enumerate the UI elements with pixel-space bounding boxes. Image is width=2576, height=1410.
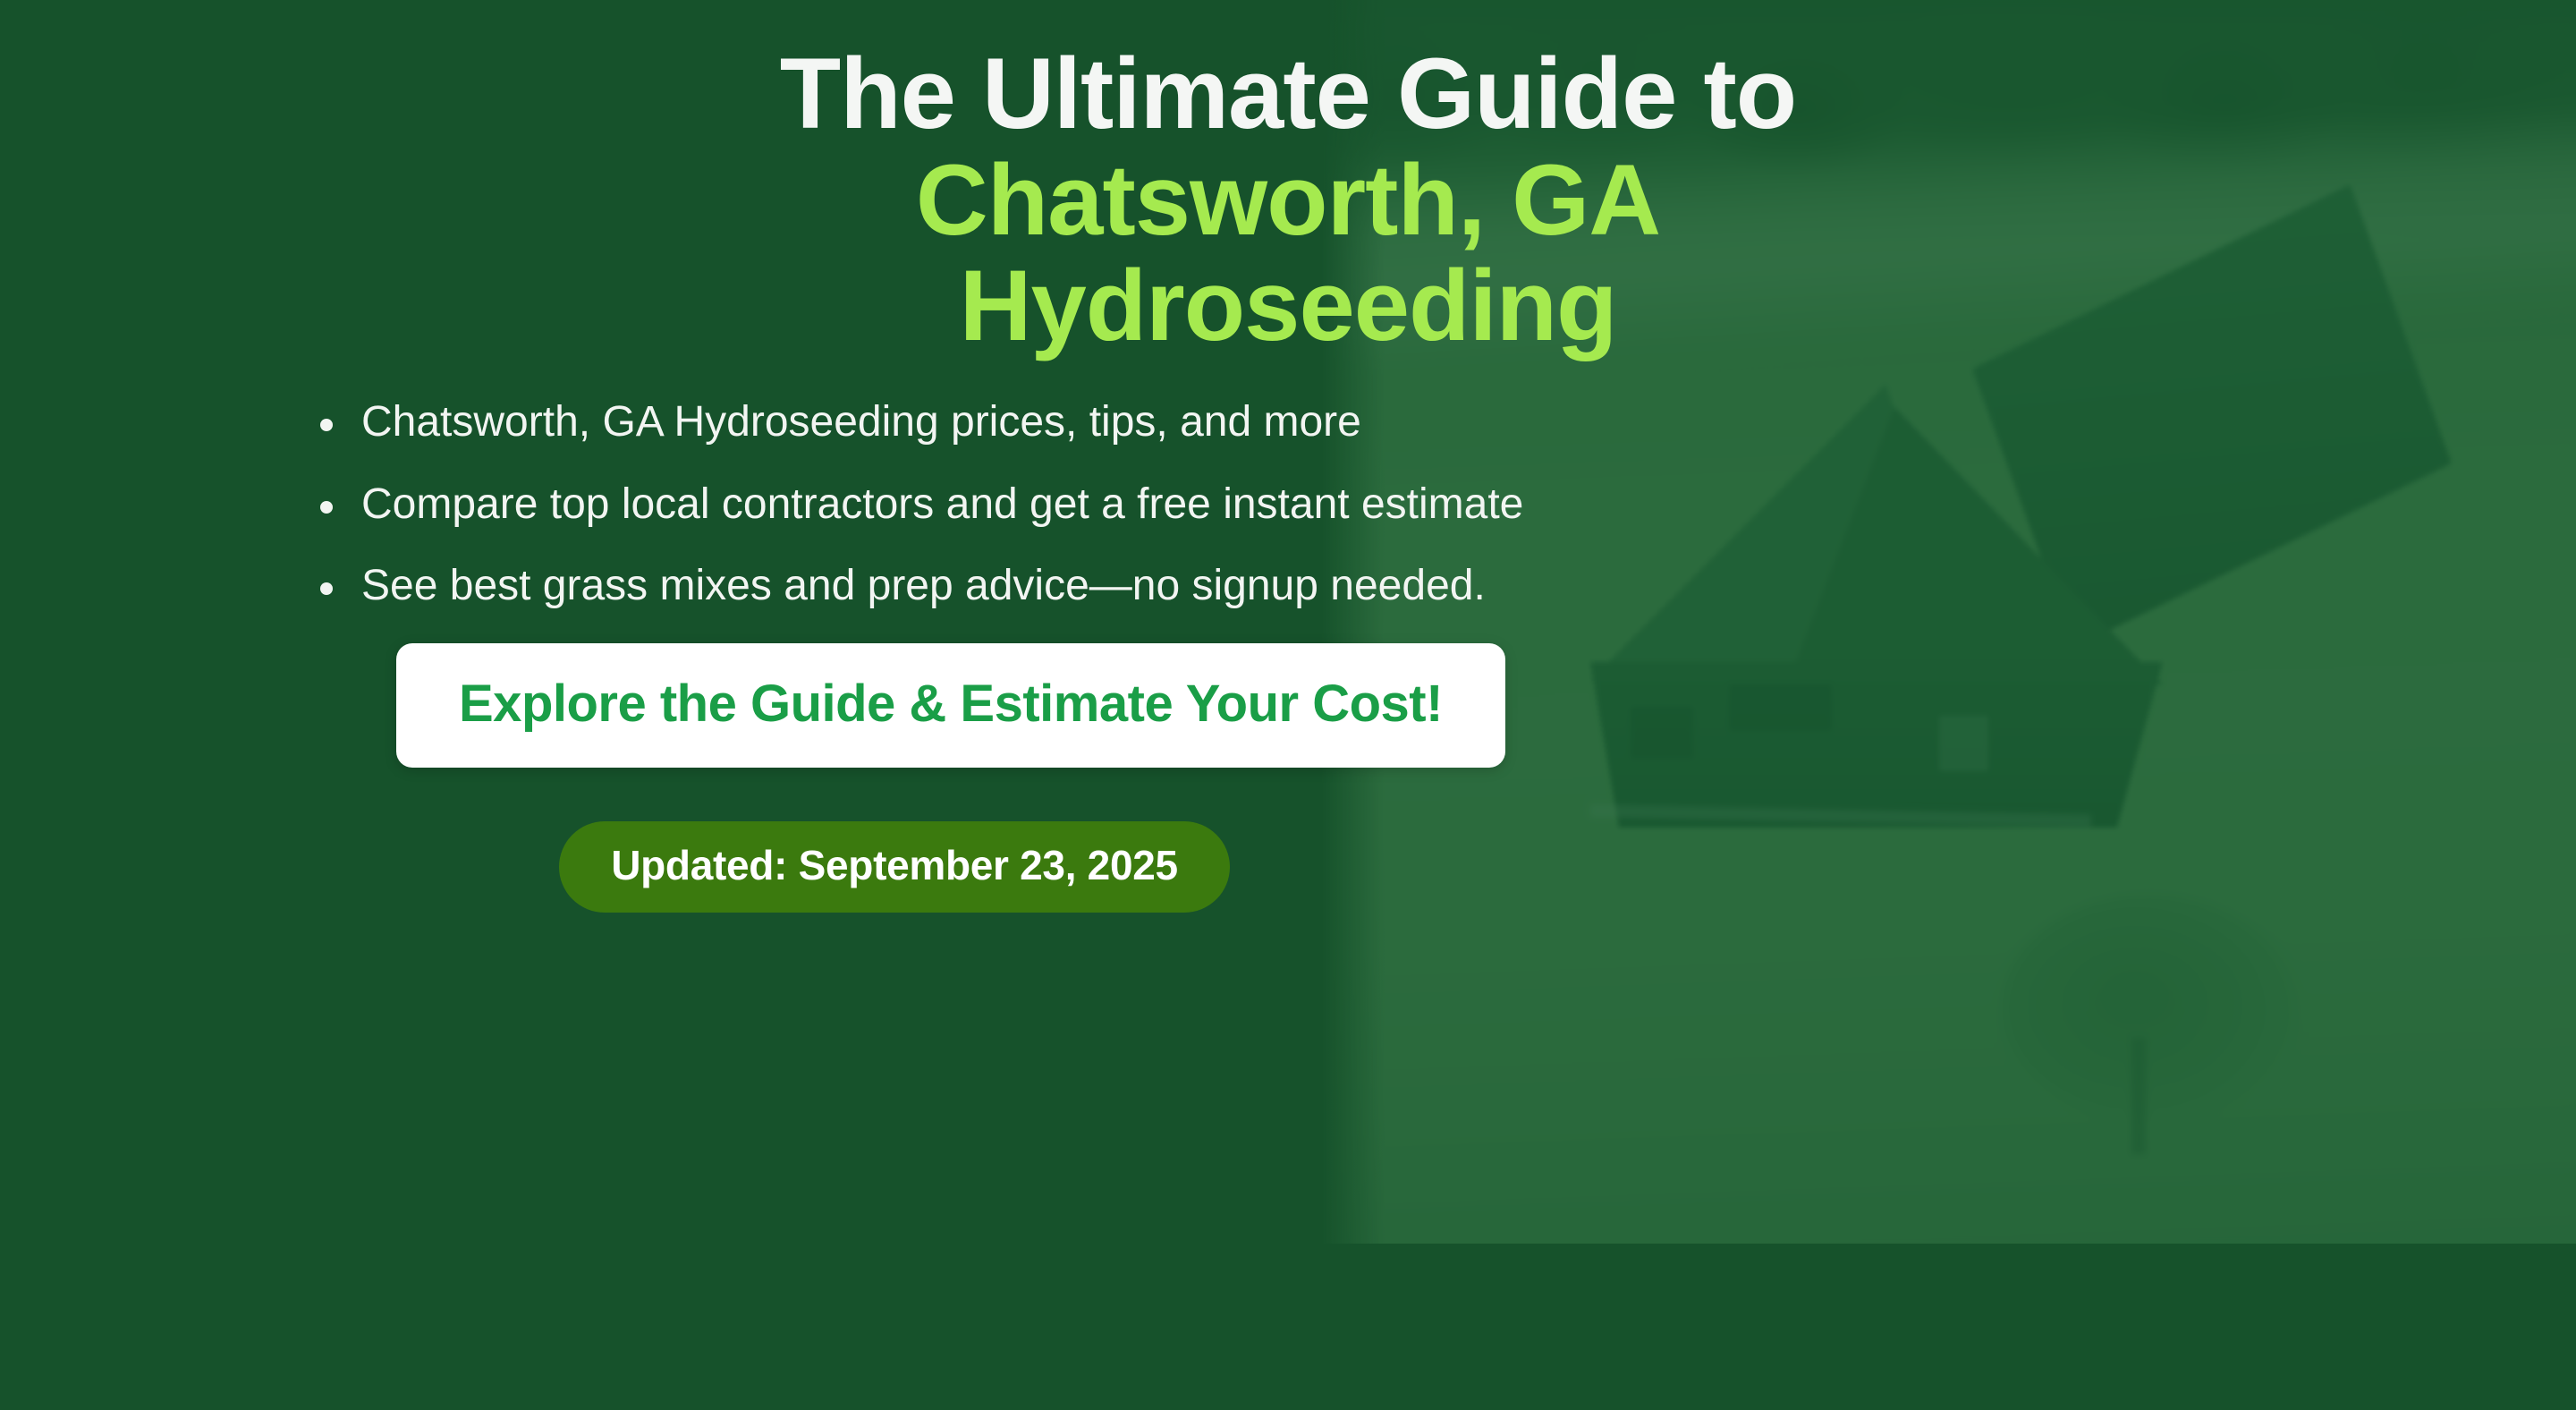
background-photo [1322, 0, 2576, 1244]
green-color-overlay [1322, 0, 2576, 1244]
benefit-list: Chatsworth, GA Hydroseeding prices, tips… [313, 397, 2370, 612]
list-item: See best grass mixes and prep advice—no … [313, 561, 2370, 612]
list-item: Compare top local contractors and get a … [313, 480, 2370, 531]
badge-container: Updated: September 23, 2025 [107, 821, 2469, 913]
page-title: The Ultimate Guide to Chatsworth, GA Hyd… [349, 38, 2227, 362]
explore-guide-button[interactable]: Explore the Guide & Estimate Your Cost! [396, 643, 1505, 769]
status-badge: Updated: September 23, 2025 [559, 821, 1230, 913]
headline-accent-line-2: Hydroseeding [959, 250, 1618, 362]
headline-accent-line-1: Chatsworth, GA [915, 143, 1661, 256]
headline-line-1: The Ultimate Guide to [779, 38, 1797, 149]
list-item: Chatsworth, GA Hydroseeding prices, tips… [313, 397, 2370, 448]
cta-container: Explore the Guide & Estimate Your Cost! [107, 643, 2469, 769]
panel-photo-seam [1322, 0, 1385, 1244]
